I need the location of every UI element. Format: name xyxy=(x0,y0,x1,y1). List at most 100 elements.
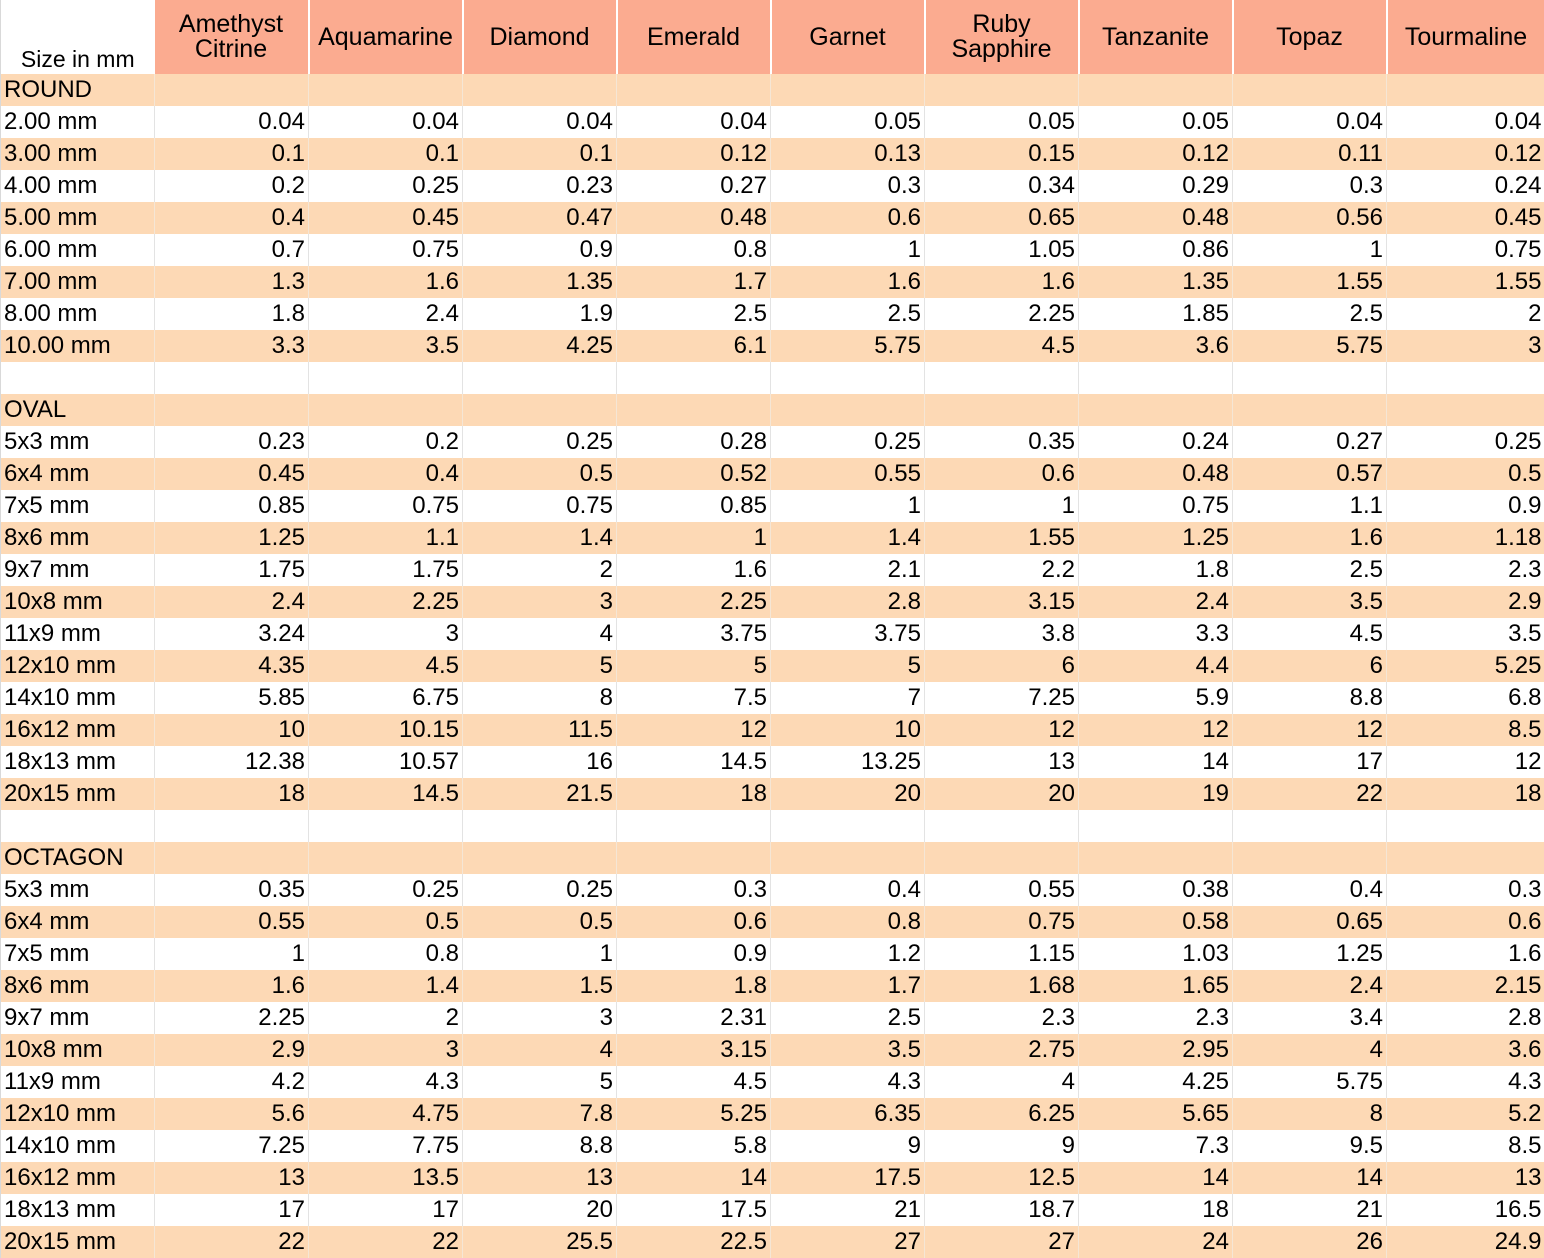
carat-value-cell[interactable]: 8 xyxy=(462,682,617,714)
carat-value-cell[interactable]: 14.5 xyxy=(308,778,463,810)
carat-value-cell[interactable]: 10 xyxy=(770,714,925,746)
carat-value-cell[interactable]: 7.25 xyxy=(154,1130,309,1162)
gem-header-diamond[interactable]: Diamond xyxy=(462,0,618,74)
size-cell[interactable]: 11x9 mm xyxy=(0,1066,155,1098)
carat-value-cell[interactable]: 2.2 xyxy=(924,554,1079,586)
carat-value-cell[interactable]: 3.6 xyxy=(1078,330,1233,362)
carat-value-cell[interactable]: 0.65 xyxy=(924,202,1079,234)
carat-value-cell[interactable]: 3 xyxy=(1386,330,1544,362)
carat-value-cell[interactable]: 0.55 xyxy=(154,906,309,938)
carat-value-cell[interactable]: 5 xyxy=(770,650,925,682)
empty-cell[interactable] xyxy=(154,810,309,842)
carat-value-cell[interactable]: 0.85 xyxy=(154,490,309,522)
carat-value-cell[interactable]: 25.5 xyxy=(462,1226,617,1258)
gem-header-topaz[interactable]: Topaz xyxy=(1232,0,1388,74)
empty-cell[interactable] xyxy=(0,810,155,842)
empty-cell[interactable] xyxy=(770,810,925,842)
carat-value-cell[interactable]: 0.24 xyxy=(1078,426,1233,458)
carat-value-cell[interactable]: 1.05 xyxy=(924,234,1079,266)
carat-value-cell[interactable]: 0.4 xyxy=(154,202,309,234)
carat-value-cell[interactable]: 0.05 xyxy=(924,106,1079,138)
carat-value-cell[interactable]: 8.8 xyxy=(462,1130,617,1162)
carat-value-cell[interactable]: 1.6 xyxy=(1232,522,1387,554)
empty-cell[interactable] xyxy=(924,810,1079,842)
carat-value-cell[interactable]: 0.75 xyxy=(924,906,1079,938)
carat-value-cell[interactable]: 2 xyxy=(462,554,617,586)
carat-value-cell[interactable]: 8 xyxy=(1232,1098,1387,1130)
empty-cell[interactable] xyxy=(154,394,309,426)
carat-value-cell[interactable]: 3.3 xyxy=(1078,618,1233,650)
carat-value-cell[interactable]: 1 xyxy=(154,938,309,970)
size-cell[interactable]: 10x8 mm xyxy=(0,586,155,618)
carat-value-cell[interactable]: 13 xyxy=(924,746,1079,778)
carat-value-cell[interactable]: 12 xyxy=(616,714,771,746)
carat-value-cell[interactable]: 0.6 xyxy=(924,458,1079,490)
carat-value-cell[interactable]: 0.45 xyxy=(308,202,463,234)
carat-value-cell[interactable]: 1.6 xyxy=(1386,938,1544,970)
carat-value-cell[interactable]: 1.25 xyxy=(1078,522,1233,554)
carat-value-cell[interactable]: 7.8 xyxy=(462,1098,617,1130)
size-cell[interactable]: 8x6 mm xyxy=(0,970,155,1002)
carat-value-cell[interactable]: 1.6 xyxy=(616,554,771,586)
carat-value-cell[interactable]: 3.5 xyxy=(770,1034,925,1066)
empty-cell[interactable] xyxy=(154,74,309,106)
empty-cell[interactable] xyxy=(1232,394,1387,426)
carat-value-cell[interactable]: 1.25 xyxy=(1232,938,1387,970)
carat-value-cell[interactable]: 1.6 xyxy=(308,266,463,298)
carat-value-cell[interactable]: 5 xyxy=(616,650,771,682)
carat-value-cell[interactable]: 0.52 xyxy=(616,458,771,490)
carat-value-cell[interactable]: 0.11 xyxy=(1232,138,1387,170)
empty-cell[interactable] xyxy=(1078,842,1233,874)
carat-value-cell[interactable]: 3 xyxy=(308,1034,463,1066)
size-cell[interactable]: 20x15 mm xyxy=(0,778,155,810)
carat-value-cell[interactable]: 4.5 xyxy=(1232,618,1387,650)
empty-cell[interactable] xyxy=(462,842,617,874)
carat-value-cell[interactable]: 0.75 xyxy=(462,490,617,522)
carat-value-cell[interactable]: 1.6 xyxy=(154,970,309,1002)
carat-value-cell[interactable]: 0.86 xyxy=(1078,234,1233,266)
carat-value-cell[interactable]: 0.04 xyxy=(1386,106,1544,138)
carat-value-cell[interactable]: 3.5 xyxy=(1232,586,1387,618)
carat-value-cell[interactable]: 2.3 xyxy=(1078,1002,1233,1034)
carat-value-cell[interactable]: 3.5 xyxy=(1386,618,1544,650)
carat-value-cell[interactable]: 19 xyxy=(1078,778,1233,810)
carat-value-cell[interactable]: 0.29 xyxy=(1078,170,1233,202)
carat-value-cell[interactable]: 27 xyxy=(924,1226,1079,1258)
carat-value-cell[interactable]: 9 xyxy=(924,1130,1079,1162)
gem-header-tanzanite[interactable]: Tanzanite xyxy=(1078,0,1234,74)
carat-value-cell[interactable]: 1.25 xyxy=(154,522,309,554)
carat-value-cell[interactable]: 5.2 xyxy=(1386,1098,1544,1130)
carat-value-cell[interactable]: 2.3 xyxy=(924,1002,1079,1034)
carat-value-cell[interactable]: 0.4 xyxy=(1232,874,1387,906)
empty-cell[interactable] xyxy=(0,362,155,394)
carat-value-cell[interactable]: 10.15 xyxy=(308,714,463,746)
carat-value-cell[interactable]: 1.7 xyxy=(616,266,771,298)
carat-value-cell[interactable]: 0.58 xyxy=(1078,906,1233,938)
carat-value-cell[interactable]: 2.5 xyxy=(616,298,771,330)
carat-value-cell[interactable]: 0.35 xyxy=(154,874,309,906)
carat-value-cell[interactable]: 6.1 xyxy=(616,330,771,362)
empty-cell[interactable] xyxy=(1078,74,1233,106)
carat-value-cell[interactable]: 5.9 xyxy=(1078,682,1233,714)
carat-value-cell[interactable]: 0.6 xyxy=(770,202,925,234)
carat-value-cell[interactable]: 4.3 xyxy=(308,1066,463,1098)
carat-value-cell[interactable]: 12.5 xyxy=(924,1162,1079,1194)
carat-value-cell[interactable]: 0.5 xyxy=(462,458,617,490)
carat-value-cell[interactable]: 0.47 xyxy=(462,202,617,234)
carat-value-cell[interactable]: 5 xyxy=(462,1066,617,1098)
carat-value-cell[interactable]: 2.4 xyxy=(154,586,309,618)
size-cell[interactable]: 14x10 mm xyxy=(0,1130,155,1162)
carat-value-cell[interactable]: 0.7 xyxy=(154,234,309,266)
empty-cell[interactable] xyxy=(1232,362,1387,394)
carat-value-cell[interactable]: 1 xyxy=(770,234,925,266)
empty-cell[interactable] xyxy=(770,362,925,394)
size-cell[interactable]: 6x4 mm xyxy=(0,458,155,490)
gem-header-amethyst-citrine[interactable]: Amethyst Citrine xyxy=(154,0,310,74)
carat-value-cell[interactable]: 2.4 xyxy=(1232,970,1387,1002)
carat-value-cell[interactable]: 0.25 xyxy=(462,874,617,906)
size-cell[interactable]: 2.00 mm xyxy=(0,106,155,138)
carat-value-cell[interactable]: 21.5 xyxy=(462,778,617,810)
size-cell[interactable]: 8x6 mm xyxy=(0,522,155,554)
carat-value-cell[interactable]: 12 xyxy=(1386,746,1544,778)
carat-value-cell[interactable]: 10.57 xyxy=(308,746,463,778)
